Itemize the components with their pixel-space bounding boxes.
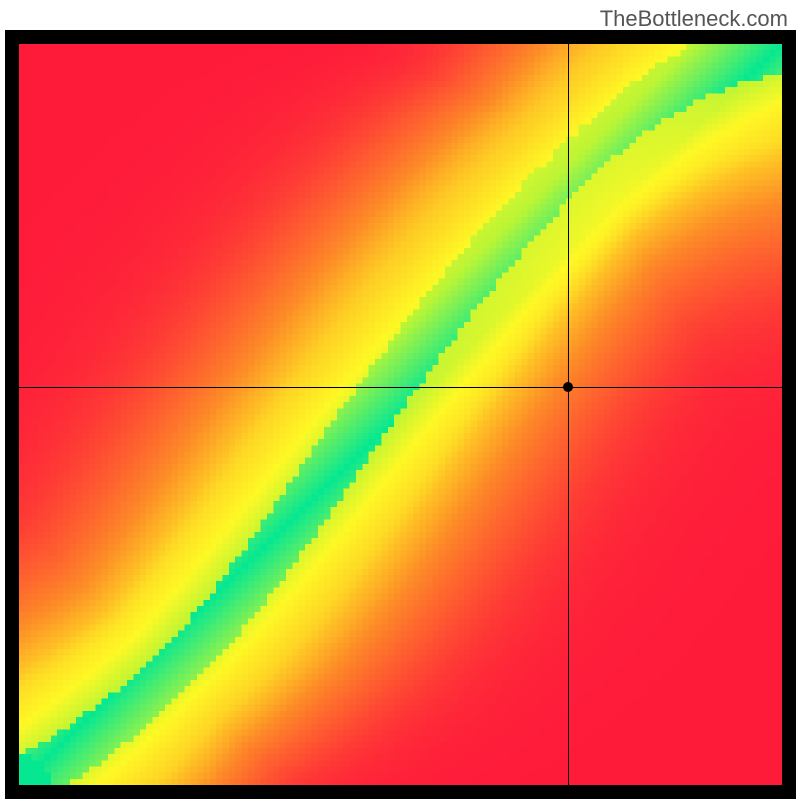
crosshair-horizontal xyxy=(19,387,782,388)
watermark-text: TheBottleneck.com xyxy=(600,6,788,32)
crosshair-marker-dot xyxy=(563,382,573,392)
heatmap-canvas xyxy=(19,44,782,785)
chart-container: TheBottleneck.com xyxy=(0,0,800,800)
crosshair-vertical xyxy=(568,44,569,785)
heatmap-area xyxy=(19,44,782,785)
plot-frame xyxy=(5,30,796,799)
